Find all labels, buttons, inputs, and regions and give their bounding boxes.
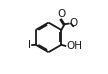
Text: OH: OH [66,42,82,52]
Text: O: O [57,9,65,19]
Text: O: O [69,18,78,28]
Text: I: I [28,40,31,50]
